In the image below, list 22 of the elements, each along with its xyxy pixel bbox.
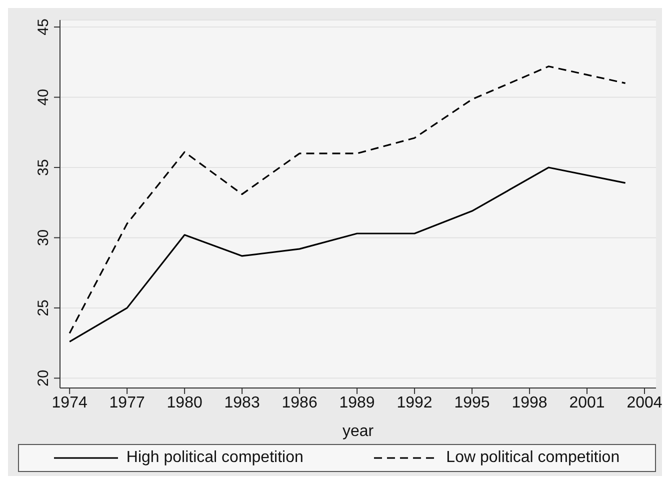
y-tick-label: 35: [35, 159, 52, 176]
x-tick-label: 1983: [224, 394, 260, 412]
x-tick-label: 1995: [454, 394, 490, 412]
x-tick-label: 2001: [569, 394, 605, 412]
x-tick-label: 1980: [166, 394, 202, 412]
y-tick-label: 20: [35, 370, 52, 387]
x-tick-label: 1998: [512, 394, 548, 412]
x-axis-title: year: [342, 423, 374, 440]
line-series: [68, 166, 626, 342]
legend-label: Low political competition: [445, 449, 620, 467]
legend-label: High political competition: [125, 449, 304, 467]
y-tick-label: 30: [35, 229, 52, 246]
y-tick-label: 40: [35, 88, 52, 106]
y-tick-label: 45: [35, 18, 52, 36]
x-tick-label: 1986: [282, 394, 318, 412]
x-tick-label: 1974: [52, 394, 88, 412]
x-tick-label: 1989: [339, 394, 375, 412]
x-tick-label: 2004: [626, 394, 662, 412]
line-series: [68, 66, 626, 334]
x-tick-label: 1992: [396, 394, 432, 412]
y-tick-label: 25: [35, 300, 52, 316]
x-tick-label: 1977: [109, 394, 145, 412]
